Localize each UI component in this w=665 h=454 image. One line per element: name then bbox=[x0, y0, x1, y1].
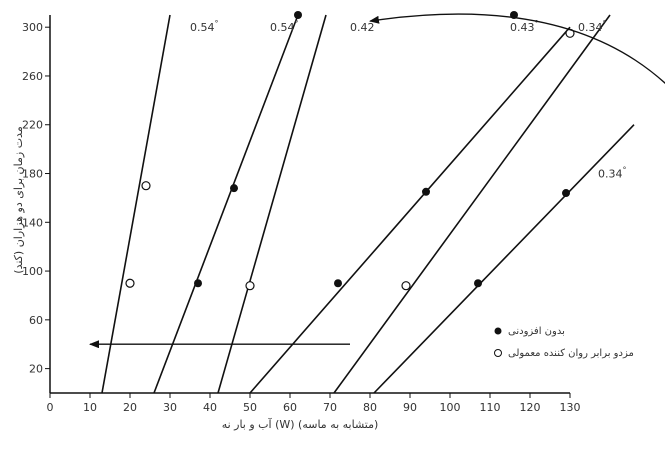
y-tick-label: 100 bbox=[22, 265, 43, 278]
data-point-filled bbox=[334, 279, 342, 288]
regression-line bbox=[217, 14, 327, 394]
degree-sign: ° bbox=[603, 19, 607, 28]
regression-line bbox=[373, 124, 635, 394]
x-tick-label: 80 bbox=[363, 401, 377, 414]
legend-label-open: مزدو برابر روان کننده معمولی bbox=[508, 348, 634, 359]
degree-sign: ° bbox=[295, 19, 299, 28]
y-tick-label: 60 bbox=[29, 314, 43, 327]
annotations bbox=[89, 13, 665, 349]
x-tick-label: 130 bbox=[560, 401, 581, 414]
line-label: 0.43° bbox=[510, 19, 539, 34]
x-tick-label: 0 bbox=[47, 401, 54, 414]
regression-lines: 0.54° 0.54° 0.42° 0.43° 0.34° 0.34° bbox=[101, 14, 635, 394]
x-tick-label: 30 bbox=[163, 401, 177, 414]
x-tick-label: 70 bbox=[323, 401, 337, 414]
legend-marker-filled bbox=[494, 327, 502, 335]
y-tick-label: 300 bbox=[22, 21, 43, 34]
line-label: 0.34° bbox=[578, 19, 607, 34]
y-tick-label: 180 bbox=[22, 168, 43, 181]
data-point-open bbox=[125, 278, 135, 288]
line-label: 0.42° bbox=[350, 19, 379, 34]
legend: بدون افزودنی مزدو برابر روان کننده معمول… bbox=[494, 326, 634, 359]
y-tick-label: 140 bbox=[22, 216, 43, 229]
curved-arrow bbox=[369, 13, 665, 84]
degree-sign: ° bbox=[623, 166, 627, 175]
regression-line bbox=[333, 14, 611, 394]
data-point-open bbox=[141, 181, 151, 191]
y-axis-title: مدت زمان برای دو هزاران (کند) bbox=[12, 126, 25, 274]
y-tick-label: 220 bbox=[22, 119, 43, 132]
degree-sign: ° bbox=[535, 19, 539, 28]
regression-line bbox=[249, 26, 571, 394]
y-tick-label: 20 bbox=[29, 363, 43, 376]
x-tick-label: 20 bbox=[123, 401, 137, 414]
data-point-filled bbox=[230, 184, 238, 193]
x-tick-label: 120 bbox=[520, 401, 541, 414]
x-tick-label: 10 bbox=[83, 401, 97, 414]
x-tick-label: 100 bbox=[440, 401, 461, 414]
data-points bbox=[125, 11, 575, 291]
x-tick-label: 60 bbox=[283, 401, 297, 414]
x-tick-label: 50 bbox=[243, 401, 257, 414]
line-label: 0.54° bbox=[190, 19, 219, 34]
line-label: 0.34° bbox=[598, 166, 627, 181]
data-point-open bbox=[401, 281, 411, 291]
x-axis-title: آب و بار نه (W) (متشابه به ماسه) bbox=[222, 417, 379, 431]
ticks: 0 10 20 30 40 50 60 70 80 90 100 110 120 130 20 60 100 14… bbox=[22, 21, 581, 414]
line-label: 0.54° bbox=[270, 19, 299, 34]
data-point-filled bbox=[194, 279, 202, 288]
axes bbox=[49, 15, 570, 394]
data-point-filled bbox=[422, 187, 430, 196]
regression-line bbox=[153, 14, 299, 394]
legend-marker-open bbox=[494, 349, 502, 357]
x-tick-label: 110 bbox=[480, 401, 501, 414]
x-tick-label: 90 bbox=[403, 401, 417, 414]
legend-label-filled: بدون افزودنی bbox=[508, 326, 565, 337]
y-tick-label: 260 bbox=[22, 70, 43, 83]
data-point-filled bbox=[562, 189, 570, 198]
data-point-open bbox=[245, 281, 255, 291]
data-point-filled bbox=[474, 279, 482, 288]
regression-line bbox=[101, 14, 171, 394]
data-point-filled bbox=[294, 11, 302, 19]
degree-sign: ° bbox=[215, 19, 219, 28]
x-tick-label: 40 bbox=[203, 401, 217, 414]
